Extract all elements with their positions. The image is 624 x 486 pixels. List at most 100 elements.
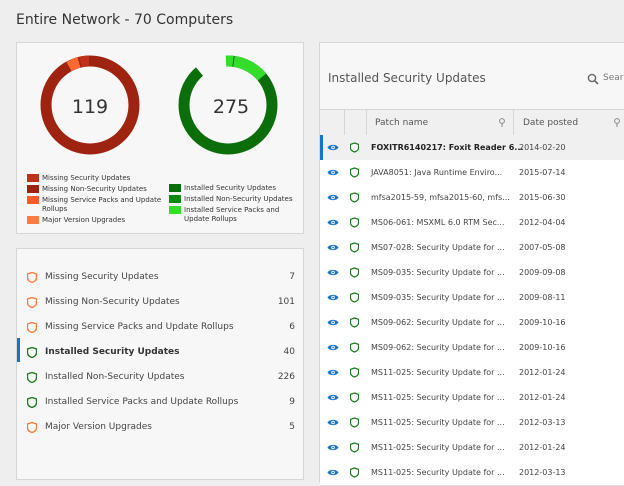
eye-icon[interactable]	[327, 418, 339, 427]
pin-icon[interactable]	[498, 118, 506, 127]
legend-swatch	[169, 195, 181, 203]
date-posted-cell: 2009-10-16	[519, 318, 566, 327]
table-row[interactable]: MS11-025: Security Update for ... 2012-01…	[320, 385, 624, 411]
eye-icon[interactable]	[327, 318, 339, 327]
eye-icon[interactable]	[327, 143, 339, 152]
table-row[interactable]: MS06-061: MSXML 6.0 RTM Sec... 2012-04-04	[320, 210, 624, 236]
date-posted-cell: 2015-07-14	[519, 168, 566, 177]
patch-name-cell: JAVA8051: Java Runtime Enviro...	[371, 168, 502, 177]
shield-icon	[350, 467, 359, 478]
category-label: Installed Service Packs and Update Rollu…	[45, 397, 238, 407]
donut-charts: 119 275	[17, 43, 303, 173]
date-posted-cell: 2012-01-24	[519, 368, 566, 377]
table-row[interactable]: MS11-025: Security Update for ... 2012-01…	[320, 360, 624, 386]
legend-swatch	[27, 216, 39, 224]
table-row[interactable]: MS07-028: Security Update for ...2007-05…	[320, 235, 624, 261]
patch-name-cell: MS06-061: MSXML 6.0 RTM Sec...	[371, 218, 505, 227]
date-posted-cell: 2007-05-08	[519, 243, 566, 252]
shield-icon	[350, 292, 359, 303]
shield-icon	[27, 372, 37, 383]
missing-donut-value: 119	[72, 96, 108, 118]
legend-label: Major Version Upgrades	[42, 216, 125, 224]
eye-icon[interactable]	[327, 393, 339, 402]
legend-swatch	[27, 196, 39, 204]
table-row[interactable]: MS11-025: Security Update for ...2012-03…	[320, 460, 624, 486]
patch-name-cell: MS09-035: Security Update for ...	[371, 268, 505, 277]
eye-icon[interactable]	[327, 443, 339, 452]
category-installed-service-packs[interactable]: Installed Service Packs and Update Rollu…	[17, 390, 303, 414]
category-count: 7	[289, 272, 295, 282]
shield-icon	[350, 217, 359, 228]
category-count: 226	[278, 372, 295, 382]
legend-swatch	[169, 206, 181, 214]
column-header-date-posted[interactable]: Date posted	[523, 118, 578, 128]
pin-icon[interactable]	[613, 118, 621, 127]
category-installed-non-security[interactable]: Installed Non-Security Updates 226	[17, 365, 303, 389]
shield-icon	[350, 267, 359, 278]
category-missing-non-security[interactable]: Missing Non-Security Updates 101	[17, 290, 303, 314]
eye-icon[interactable]	[327, 368, 339, 377]
table-row[interactable]: MS11-025: Security Update for ...2012-03…	[320, 410, 624, 436]
legend-label: Installed Security Updates	[184, 184, 276, 192]
search-icon[interactable]	[587, 73, 599, 85]
table-title: Installed Security Updates	[328, 71, 486, 85]
eye-icon[interactable]	[327, 218, 339, 227]
table-row[interactable]: MS09-062: Security Update for ... 2009-10…	[320, 310, 624, 336]
eye-icon[interactable]	[327, 168, 339, 177]
category-missing-security[interactable]: Missing Security Updates 7	[17, 265, 303, 289]
category-label: Missing Non-Security Updates	[45, 297, 180, 307]
category-label: Missing Security Updates	[45, 272, 159, 282]
column-divider	[513, 110, 514, 135]
shield-icon	[350, 142, 359, 153]
category-major-version-upgrades[interactable]: Major Version Upgrades 5	[17, 415, 303, 439]
table-row[interactable]: FOXITR6140217: Foxit Reader 6...2014-02-…	[320, 135, 624, 161]
table-row[interactable]: MS09-062: Security Update for ...2009-10…	[320, 335, 624, 361]
missing-donut-segment-security	[81, 61, 90, 62]
eye-icon[interactable]	[327, 193, 339, 202]
category-label: Major Version Upgrades	[45, 422, 152, 432]
shield-icon	[350, 392, 359, 403]
legend-label: Missing Non-Security Updates	[42, 185, 147, 193]
patch-name-cell: MS11-025: Security Update for ...	[371, 393, 505, 402]
patch-name-cell: MS11-025: Security Update for ...	[371, 368, 505, 377]
eye-icon[interactable]	[327, 268, 339, 277]
date-posted-cell: 2012-03-13	[519, 468, 566, 477]
shield-icon	[350, 417, 359, 428]
shield-icon	[350, 192, 359, 203]
shield-icon	[27, 322, 37, 333]
eye-icon[interactable]	[327, 468, 339, 477]
eye-icon[interactable]	[327, 293, 339, 302]
shield-icon	[27, 422, 37, 433]
date-posted-cell: 2009-10-16	[519, 343, 566, 352]
patch-name-cell: MS09-062: Security Update for ...	[371, 318, 505, 327]
legend-swatch	[169, 184, 181, 192]
eye-icon[interactable]	[327, 243, 339, 252]
column-header-patch-name[interactable]: Patch name	[375, 118, 428, 128]
category-missing-service-packs[interactable]: Missing Service Packs and Update Rollups…	[17, 315, 303, 339]
shield-icon	[350, 442, 359, 453]
table-row[interactable]: JAVA8051: Java Runtime Enviro... 2015-07-…	[320, 160, 624, 186]
table-row[interactable]: mfsa2015-59, mfsa2015-60, mfs...2015-06-…	[320, 185, 624, 211]
table-row[interactable]: MS09-035: Security Update for ...2009-08…	[320, 285, 624, 311]
search-input[interactable]: Sear	[603, 73, 623, 83]
patch-name-cell: MS09-035: Security Update for ...	[371, 293, 505, 302]
update-categories-panel: Missing Security Updates 7 Missing Non-S…	[16, 248, 304, 480]
legend-item: Missing Security Updates	[27, 174, 167, 183]
table-row[interactable]: MS11-025: Security Update for ...2012-01…	[320, 435, 624, 461]
missing-donut[interactable]: 119	[46, 61, 134, 149]
page-title: Entire Network - 70 Computers	[16, 12, 233, 28]
installed-donut-segment-accent	[234, 61, 262, 77]
installed-donut[interactable]: 275	[184, 61, 272, 149]
legend-swatch	[27, 174, 39, 182]
shield-icon	[27, 397, 37, 408]
date-posted-cell: 2012-01-24	[519, 393, 566, 402]
date-posted-cell: 2012-04-04	[519, 218, 566, 227]
table-row[interactable]: MS09-035: Security Update for ...2009-09…	[320, 260, 624, 286]
category-installed-security[interactable]: Installed Security Updates 40	[17, 340, 303, 364]
patch-name-cell: MS11-025: Security Update for ...	[371, 418, 505, 427]
eye-icon[interactable]	[327, 343, 339, 352]
shield-icon	[350, 167, 359, 178]
shield-icon	[350, 342, 359, 353]
category-label: Installed Non-Security Updates	[45, 372, 185, 382]
patch-name-cell: FOXITR6140217: Foxit Reader 6...	[371, 143, 523, 152]
